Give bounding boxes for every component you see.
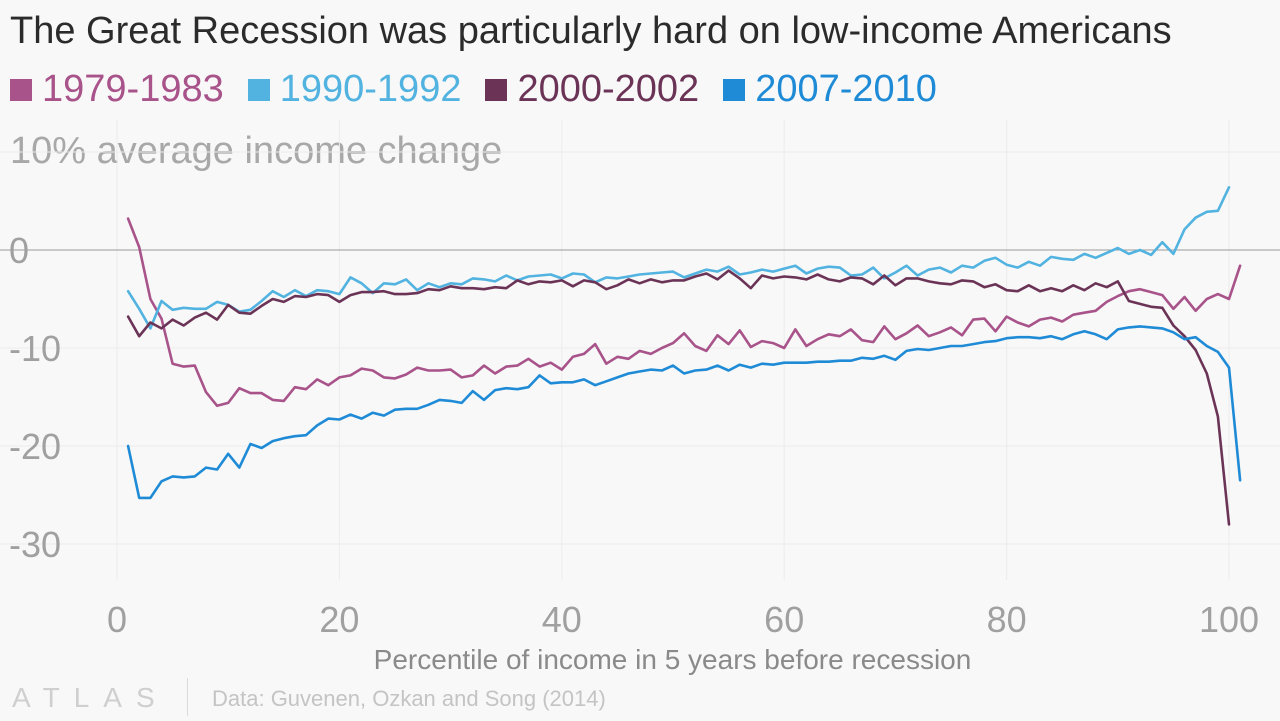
legend-swatch: [247, 78, 270, 101]
legend-item: 1979-1983: [10, 68, 224, 111]
x-tick-label: 80: [987, 599, 1027, 640]
y-tick-label: -20: [9, 426, 61, 467]
legend-swatch: [723, 78, 746, 101]
series-line: [126, 186, 1231, 330]
y-tick-label: 0: [9, 230, 29, 271]
atlas-logo: ATLAS: [12, 682, 169, 713]
x-tick-label: 0: [107, 599, 127, 640]
legend-item: 2007-2010: [723, 68, 937, 111]
series-line: [126, 269, 1231, 526]
series-line: [126, 325, 1242, 500]
series-line: [126, 217, 1242, 408]
legend: 1979-1983 1990-1992 2000-2002 2007-2010: [10, 68, 961, 111]
x-axis-label: Percentile of income in 5 years before r…: [373, 644, 972, 675]
y-tick-label: -10: [9, 328, 61, 369]
logo-divider: [187, 678, 188, 716]
legend-label: 2007-2010: [755, 68, 937, 110]
x-tick-label: 40: [542, 599, 582, 640]
legend-item: 2000-2002: [485, 68, 699, 111]
x-tick-label: 20: [319, 599, 359, 640]
y-axis-label: 10% average income change: [10, 130, 503, 172]
chart-title: The Great Recession was particularly har…: [10, 10, 1172, 52]
legend-swatch: [485, 78, 508, 101]
y-tick-label: -30: [9, 524, 61, 565]
legend-swatch: [10, 78, 32, 101]
legend-label: 1990-1992: [279, 68, 462, 110]
legend-label: 1979-1983: [42, 68, 224, 110]
source-note: Data: Guvenen, Ozkan and Song (2014): [212, 686, 606, 711]
legend-item: 1990-1992: [247, 68, 462, 111]
legend-label: 2000-2002: [517, 68, 700, 110]
x-tick-label: 60: [764, 599, 804, 640]
x-tick-label: 100: [1199, 599, 1259, 640]
